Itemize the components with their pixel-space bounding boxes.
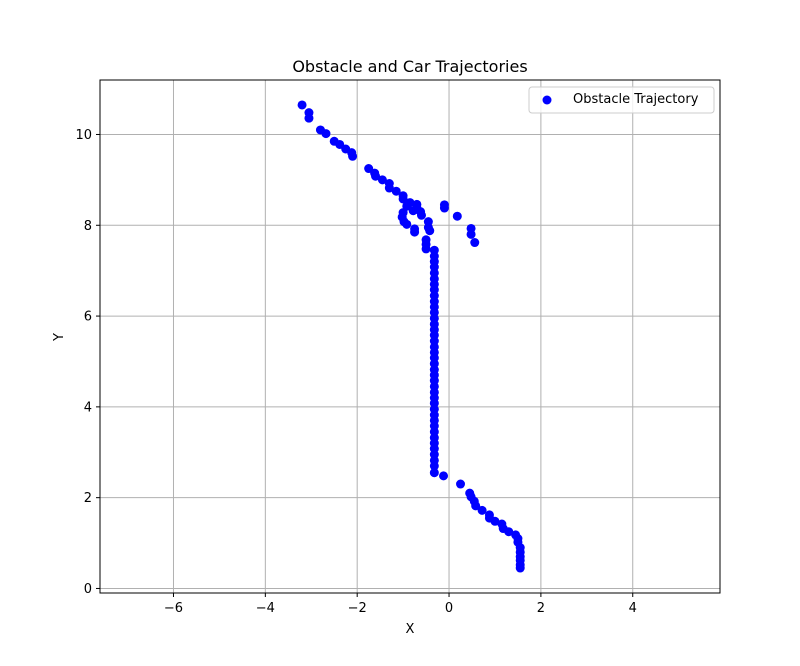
y-tick-label: 6 bbox=[84, 310, 92, 325]
obstacle-trajectory-point bbox=[421, 244, 431, 254]
obstacle-trajectory-point bbox=[490, 516, 500, 526]
obstacle-trajectory-point bbox=[477, 505, 487, 515]
y-tick-label: 0 bbox=[84, 582, 92, 597]
obstacle-trajectory-point bbox=[321, 129, 331, 139]
obstacle-trajectory-point bbox=[456, 479, 466, 489]
legend-marker bbox=[542, 95, 552, 105]
x-tick-label: 0 bbox=[445, 601, 453, 616]
obstacle-trajectory-point bbox=[371, 171, 381, 181]
obstacle-trajectory-point bbox=[384, 183, 394, 193]
obstacle-trajectory-point bbox=[348, 151, 358, 161]
y-tick-label: 4 bbox=[84, 400, 92, 415]
obstacle-trajectory-point bbox=[429, 461, 439, 471]
obstacle-trajectory-point bbox=[297, 100, 307, 110]
x-tick-label: −2 bbox=[348, 601, 367, 616]
obstacle-trajectory-point bbox=[425, 226, 435, 236]
x-tick-label: 4 bbox=[629, 601, 637, 616]
obstacle-trajectory-point bbox=[471, 501, 481, 511]
y-tick-label: 2 bbox=[84, 491, 92, 506]
x-tick-label: 2 bbox=[537, 601, 545, 616]
obstacle-trajectory-point bbox=[410, 227, 420, 237]
obstacle-trajectory-point bbox=[504, 527, 514, 537]
data-points bbox=[297, 100, 525, 573]
x-axis-label: X bbox=[406, 622, 415, 637]
y-tick-label: 8 bbox=[84, 219, 92, 234]
obstacle-trajectory-point bbox=[452, 211, 462, 221]
obstacle-trajectory-point bbox=[398, 194, 408, 204]
y-tick-label: 10 bbox=[75, 128, 92, 143]
obstacle-trajectory-point bbox=[466, 229, 476, 239]
y-axis-label: Y bbox=[52, 333, 67, 342]
obstacle-trajectory-point bbox=[439, 203, 449, 213]
obstacle-trajectory-point bbox=[439, 471, 449, 481]
obstacle-trajectory-point bbox=[416, 210, 426, 220]
chart-title: Obstacle and Car Trajectories bbox=[292, 57, 527, 76]
obstacle-trajectory-point bbox=[429, 468, 439, 478]
obstacle-trajectory-point bbox=[470, 238, 480, 248]
x-tick-label: −6 bbox=[164, 601, 183, 616]
plot-area-frame bbox=[99, 79, 721, 594]
obstacle-trajectory-point bbox=[402, 219, 412, 229]
legend-label: Obstacle Trajectory bbox=[573, 92, 699, 107]
obstacle-trajectory-point bbox=[391, 186, 401, 196]
obstacle-trajectory-point bbox=[304, 113, 314, 123]
legend-box bbox=[528, 86, 715, 114]
obstacle-trajectory-point bbox=[408, 206, 418, 216]
legend: Obstacle Trajectory bbox=[528, 86, 715, 114]
x-tick-label: −4 bbox=[256, 601, 275, 616]
axis-ticks: −6 −4 −2 0 2 4 0 2 4 6 8 10 bbox=[75, 128, 636, 616]
obstacle-trajectory-point bbox=[515, 563, 525, 573]
obstacle-trajectory-point bbox=[377, 175, 387, 185]
